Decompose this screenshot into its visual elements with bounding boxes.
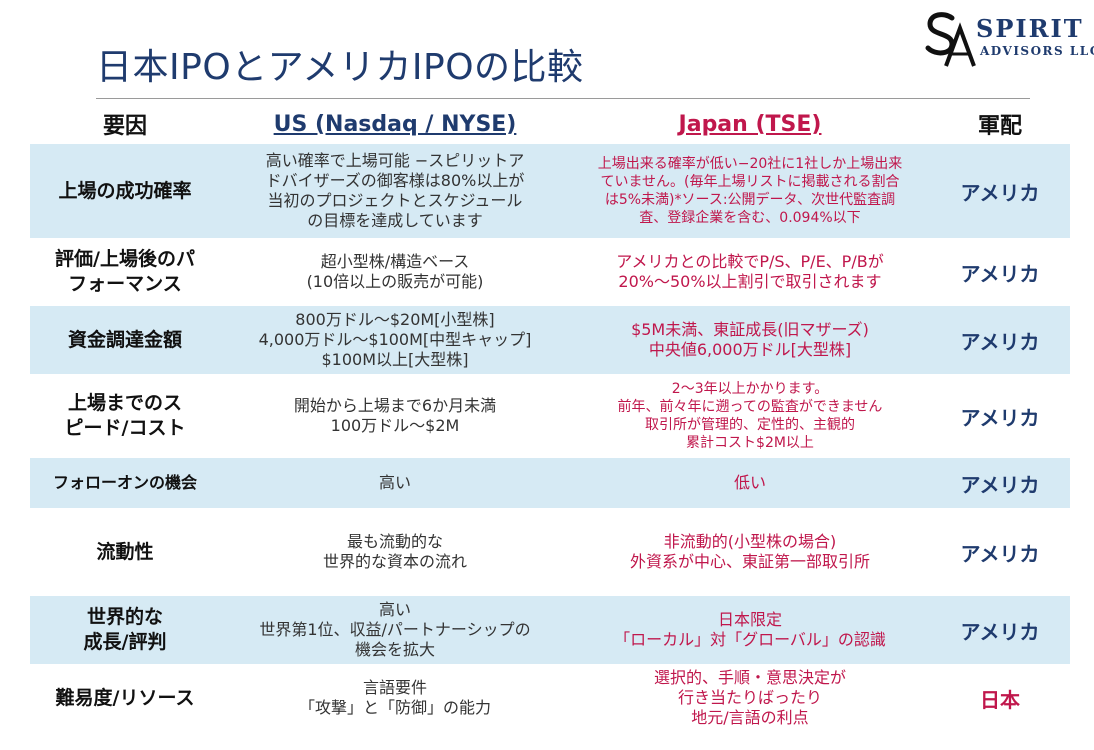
sa-monogram-icon: [925, 12, 976, 67]
column-header-japan: Japan (TSE): [678, 111, 822, 137]
row-advantage: 日本: [980, 687, 1020, 712]
row-advantage: アメリカ: [960, 472, 1040, 497]
row-japan-value: 選択的、手順・意思決定が 行き当たりばったり 地元/言語の利点: [653, 668, 846, 727]
row-us-value: 高い 世界第1位、収益/パートナーシップの 機会を拡大: [259, 600, 531, 659]
row-japan-value: 日本限定 「ローカル」対「グローバル」の認識: [614, 610, 886, 649]
table-row: 資金調達金額 800万ドル〜$20M[小型株] 4,000万ドル〜$100M[中…: [30, 306, 1070, 374]
row-factor: 上場の成功確率: [58, 179, 192, 202]
row-japan-value: 非流動的(小型株の場合) 外資系が中心、東証第一部取引所: [629, 532, 870, 571]
row-us-value: 開始から上場まで6か月未満 100万ドル〜$2M: [293, 396, 497, 435]
logo-name-primary: SPIRIT: [976, 14, 1084, 43]
table-row: 難易度/リソース 言語要件 「攻撃」と「防御」の能力 選択的、手順・意思決定が …: [30, 664, 1070, 732]
table-row: 上場の成功確率 高い確率で上場可能 −スピリットア ドバイザーズの御客様は80%…: [30, 144, 1070, 238]
column-header-factor: 要因: [102, 114, 147, 139]
row-us-value: 高い: [378, 473, 411, 492]
row-us-value: 高い確率で上場可能 −スピリットア ドバイザーズの御客様は80%以上が 当初のプ…: [265, 151, 525, 230]
row-advantage: アメリカ: [960, 405, 1040, 430]
table-row: 流動性 最も流動的な 世界的な資本の流れ 非流動的(小型株の場合) 外資系が中心…: [30, 508, 1070, 596]
column-header-us: US (Nasdaq / NYSE): [273, 111, 517, 137]
table-row: フォローオンの機会 高い 低い アメリカ: [30, 458, 1070, 508]
row-advantage: アメリカ: [960, 180, 1040, 205]
row-factor: 資金調達金額: [67, 328, 182, 351]
row-factor: 上場までのス ピード/コスト: [64, 392, 186, 439]
row-advantage: アメリカ: [960, 329, 1040, 354]
row-japan-value: $5M未満、東証成長(旧マザーズ) 中央値6,000万ドル[大型株]: [631, 320, 869, 359]
row-factor: 流動性: [96, 540, 154, 563]
company-logo: SPIRIT ADVISORS LLC: [922, 10, 1094, 68]
row-japan-value: 低い: [733, 473, 766, 492]
row-advantage: アメリカ: [960, 619, 1040, 644]
row-factor: 世界的な 成長/評判: [83, 606, 167, 653]
row-factor: フォローオンの機会: [52, 472, 197, 492]
row-factor: 評価/上場後のパ フォーマンス: [55, 248, 195, 295]
row-advantage: アメリカ: [960, 261, 1040, 286]
row-japan-value: 上場出来る確率が低い−20社に1社しか上場出来 ていません。(毎年上場リストに掲…: [597, 155, 903, 227]
column-header-advantage: 軍配: [977, 114, 1022, 139]
row-japan-value: 2〜3年以上かかります。 前年、前々年に遡っての監査ができません 取引所が管理的…: [617, 380, 883, 452]
table-row: 世界的な 成長/評判 高い 世界第1位、収益/パートナーシップの 機会を拡大 日…: [30, 596, 1070, 664]
table-row: 上場までのス ピード/コスト 開始から上場まで6か月未満 100万ドル〜$2M …: [30, 374, 1070, 458]
logo-name-secondary: ADVISORS LLC: [980, 44, 1094, 58]
row-japan-value: アメリカとの比較でP/S、P/E、P/Bが 20%〜50%以上割引で取引されます: [616, 252, 884, 291]
table-row: 評価/上場後のパ フォーマンス 超小型株/構造ベース (10倍以上の販売が可能)…: [30, 238, 1070, 306]
row-us-value: 超小型株/構造ベース (10倍以上の販売が可能): [306, 252, 484, 291]
row-us-value: 最も流動的な 世界的な資本の流れ: [322, 532, 467, 571]
row-us-value: 800万ドル〜$20M[小型株] 4,000万ドル〜$100M[中型キャップ] …: [258, 310, 532, 369]
row-advantage: アメリカ: [960, 541, 1040, 566]
page-title: 日本IPOとアメリカIPOの比較: [96, 47, 584, 88]
row-us-value: 言語要件 「攻撃」と「防御」の能力: [298, 678, 491, 717]
title-divider: [96, 98, 1030, 99]
row-factor: 難易度/リソース: [55, 686, 195, 709]
